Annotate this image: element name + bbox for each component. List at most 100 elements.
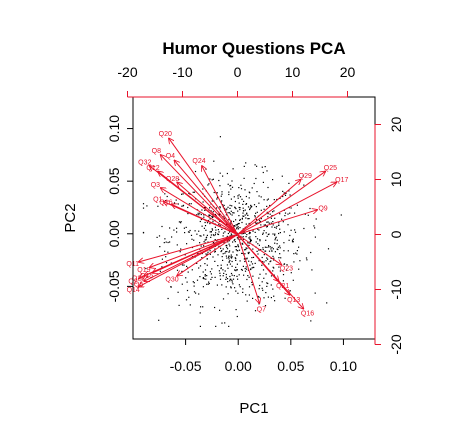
score-point [239,286,241,288]
score-point [263,254,265,256]
score-point [272,179,274,181]
score-point [216,192,218,194]
score-point [238,194,240,196]
score-point [178,221,180,223]
score-point [245,294,247,296]
score-point [278,232,280,235]
score-point [213,191,215,194]
score-point [225,273,227,276]
score-point [208,214,210,216]
x-axis-top-loadings: -20 -10 0 10 20 [117,64,355,98]
score-point [181,193,183,195]
score-point [270,257,272,259]
score-point [241,217,243,219]
loading-label: Q4 [166,153,175,160]
score-point [206,283,208,285]
score-point [279,197,281,199]
score-point [252,248,254,250]
score-point [222,275,224,277]
score-point [254,164,256,166]
score-point [221,284,223,286]
score-point [268,246,270,248]
score-point [199,212,201,214]
score-point [265,250,267,252]
loading-arrow [139,234,238,287]
score-point [234,206,236,208]
score-point [226,244,228,246]
score-point [238,249,241,251]
score-point [187,231,190,233]
score-point [228,325,230,327]
score-point [234,225,236,227]
score-point [263,224,265,226]
score-point [229,235,231,237]
score-point [269,213,271,215]
score-point [237,238,239,240]
top-tick-label: -20 [117,64,137,80]
score-point [182,204,185,206]
score-point [212,221,214,223]
score-point [279,228,281,230]
score-point [284,297,286,299]
score-point [218,231,220,233]
score-point [225,245,227,247]
score-point [248,244,250,246]
loading-label: Q3 [151,182,160,189]
score-point [258,244,260,246]
score-point [235,208,237,210]
loading-label: Q25 [324,165,337,172]
score-point [158,319,160,321]
x-tick-label: -0.05 [170,358,202,374]
score-point [258,260,260,262]
score-point [205,278,207,280]
loading-arrow [172,204,238,235]
score-point [256,191,258,193]
score-point [233,275,235,277]
score-point [204,239,206,241]
score-point [326,302,328,304]
score-point [224,217,226,219]
score-point [183,264,185,266]
score-point [228,243,230,245]
score-point [229,280,231,282]
score-point [260,224,262,226]
score-point [184,232,186,234]
score-point [202,286,204,288]
score-point [236,269,238,271]
score-point [202,306,204,308]
score-point [237,226,239,228]
score-point [218,213,220,215]
score-point [315,218,317,220]
score-point [219,275,221,277]
score-point [246,213,248,215]
score-point [215,232,217,234]
score-point [241,218,243,220]
chart-title: Humor Questions PCA [162,39,345,58]
score-point [236,263,238,265]
score-point [211,200,213,202]
score-point [200,245,202,247]
score-point [208,215,210,217]
score-point [261,261,263,263]
score-point [253,266,255,269]
score-point [142,232,145,234]
score-point [201,257,203,259]
score-point [203,241,205,243]
score-point [245,217,247,219]
score-point [298,246,300,248]
score-point [217,233,219,235]
score-point [226,246,228,248]
score-point [224,270,226,272]
score-point [272,248,274,250]
loading-arrow [237,234,282,265]
score-point [293,253,295,255]
score-point [244,209,246,211]
score-point [218,179,220,182]
score-point [294,231,297,233]
score-point [249,192,251,194]
score-point [186,265,188,267]
score-point [199,312,201,314]
score-point [229,260,231,262]
score-point [284,194,287,196]
score-point [220,195,222,197]
